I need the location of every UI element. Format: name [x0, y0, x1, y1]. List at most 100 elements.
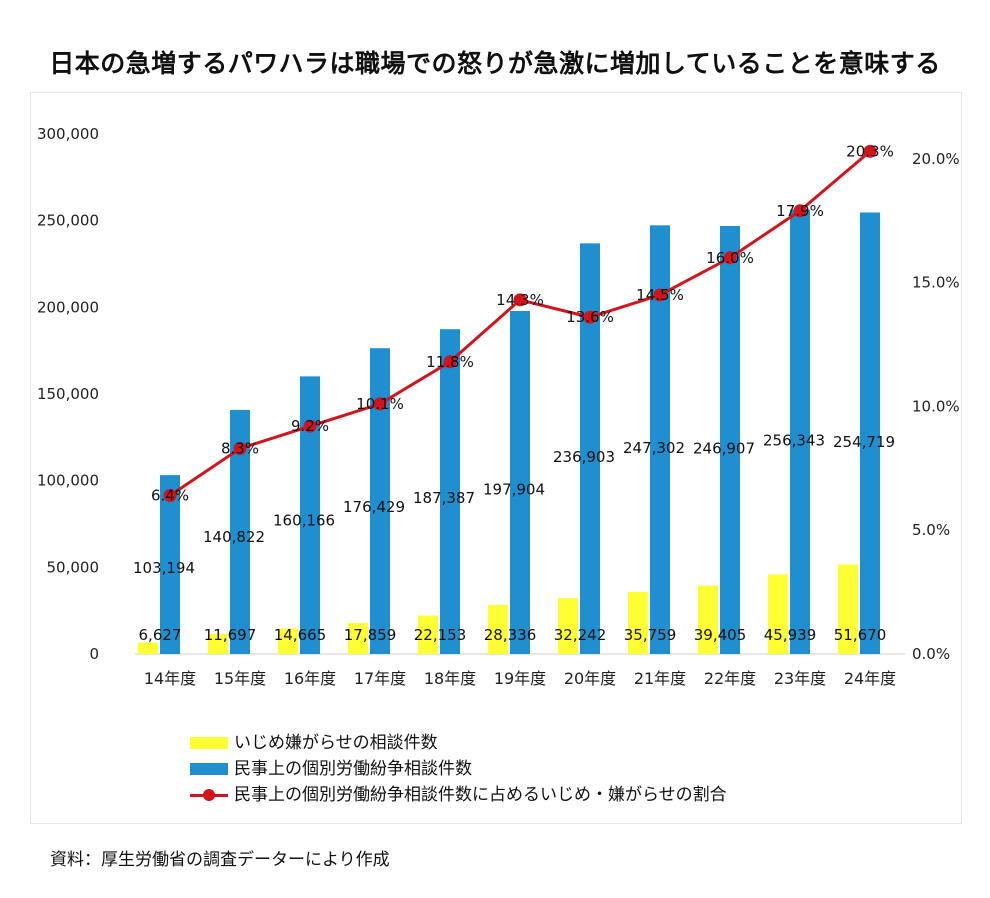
bar-total — [230, 409, 250, 654]
data-label-ratio: 14.3% — [496, 291, 544, 309]
legend-label-bullying: いじめ嫌がらせの相談件数 — [234, 733, 438, 753]
legend-item-ratio: 民事上の個別労働紛争相談件数に占めるいじめ・嫌がらせの割合 — [190, 782, 727, 808]
bar-bullying — [698, 585, 718, 654]
bar-bullying — [558, 598, 578, 654]
ratio-marker — [163, 489, 177, 503]
x-tick-label: 15年度 — [214, 669, 266, 688]
data-label-ratio: 17.9% — [776, 202, 824, 220]
data-label-bullying: 35,759 — [624, 626, 677, 644]
data-label-total: 236,903 — [553, 448, 615, 466]
y-left-tick-label: 200,000 — [37, 298, 99, 316]
x-tick-label: 18年度 — [424, 669, 476, 688]
data-label-ratio: 16.0% — [706, 249, 754, 267]
ratio-marker — [233, 441, 247, 455]
bar-bullying — [418, 615, 438, 654]
legend-line-marker-icon — [190, 789, 228, 801]
y-left-tick-label: 50,000 — [47, 558, 100, 576]
ratio-marker — [653, 288, 667, 302]
x-tick-label: 24年度 — [844, 669, 896, 688]
y-right-tick-label: 0.0% — [912, 645, 950, 663]
data-label-ratio: 13.6% — [566, 308, 614, 326]
y-right-tick-label: 5.0% — [912, 521, 950, 539]
ratio-marker — [443, 355, 457, 369]
ratio-marker — [373, 397, 387, 411]
bar-total — [720, 226, 740, 654]
bar-bullying — [208, 633, 228, 654]
data-label-total: 256,343 — [763, 432, 825, 450]
bar-total — [790, 209, 810, 655]
x-tick-label: 23年度 — [774, 669, 826, 688]
x-tick-label: 21年度 — [634, 669, 686, 688]
bar-total — [580, 243, 600, 654]
legend-swatch-blue — [190, 763, 228, 775]
legend-label-ratio: 民事上の個別労働紛争相談件数に占めるいじめ・嫌がらせの割合 — [234, 785, 727, 805]
data-label-ratio: 14.5% — [636, 286, 684, 304]
data-label-bullying: 17,859 — [344, 626, 397, 644]
x-tick-label: 17年度 — [354, 669, 406, 688]
bar-total — [160, 475, 180, 654]
y-right-tick-label: 15.0% — [912, 274, 960, 292]
page-title: 日本の急増するパワハラは職場での怒りが急激に増加していることを意味する — [49, 49, 941, 78]
bar-total — [510, 310, 530, 654]
data-label-bullying: 32,242 — [554, 626, 607, 644]
data-label-ratio: 9.2% — [291, 417, 329, 435]
source-note: 資料：厚生労働省の調査データーにより作成 — [50, 850, 390, 870]
data-label-total: 197,904 — [483, 480, 545, 498]
data-label-total: 160,166 — [273, 512, 335, 530]
data-label-bullying: 6,627 — [139, 626, 182, 644]
data-label-ratio: 6.4% — [151, 487, 189, 505]
ratio-marker — [863, 144, 877, 158]
legend-item-bullying: いじめ嫌がらせの相談件数 — [190, 730, 727, 756]
y-left-tick-label: 150,000 — [37, 385, 99, 403]
bar-bullying — [838, 564, 858, 654]
ratio-marker — [723, 251, 737, 265]
data-label-bullying: 39,405 — [694, 626, 747, 644]
y-left-tick-label: 100,000 — [37, 472, 99, 490]
bar-bullying — [278, 628, 298, 654]
x-tick-label: 22年度 — [704, 669, 756, 688]
y-right-tick-label: 10.0% — [912, 397, 960, 415]
bar-total — [650, 225, 670, 654]
bar-bullying — [138, 642, 158, 654]
data-label-total: 247,302 — [623, 439, 685, 457]
data-label-bullying: 45,939 — [764, 626, 817, 644]
data-label-ratio: 10.1% — [356, 395, 404, 413]
y-left-tick-label: 300,000 — [37, 125, 99, 143]
ratio-marker — [583, 310, 597, 324]
ratio-marker — [793, 204, 807, 218]
y-left-tick-label: 0 — [89, 645, 99, 663]
data-label-ratio: 11.8% — [426, 353, 474, 371]
x-tick-label: 19年度 — [494, 669, 546, 688]
bar-bullying — [768, 574, 788, 654]
data-label-ratio: 20.3% — [846, 142, 894, 160]
bar-total — [440, 329, 460, 654]
bar-bullying — [628, 592, 648, 654]
legend-label-total: 民事上の個別労働紛争相談件数 — [234, 759, 472, 779]
data-label-bullying: 14,665 — [274, 626, 327, 644]
data-label-total: 176,429 — [343, 498, 405, 516]
data-label-bullying: 22,153 — [414, 626, 467, 644]
bar-bullying — [488, 604, 508, 654]
data-label-total: 140,822 — [203, 528, 265, 546]
x-tick-label: 16年度 — [284, 669, 336, 688]
bar-total — [300, 376, 320, 654]
ratio-marker — [303, 419, 317, 433]
y-left-tick-label: 250,000 — [37, 212, 99, 230]
y-right-tick-label: 20.0% — [912, 150, 960, 168]
ratio-marker — [513, 293, 527, 307]
data-label-total: 187,387 — [413, 489, 475, 507]
x-tick-label: 14年度 — [144, 669, 196, 688]
legend-item-total: 民事上の個別労働紛争相談件数 — [190, 756, 727, 782]
data-label-total: 246,907 — [693, 440, 755, 458]
chart-legend: いじめ嫌がらせの相談件数 民事上の個別労働紛争相談件数 民事上の個別労働紛争相談… — [190, 730, 727, 808]
bar-total — [370, 348, 390, 654]
data-label-bullying: 11,697 — [204, 626, 257, 644]
bar-bullying — [348, 623, 368, 654]
x-tick-label: 20年度 — [564, 669, 616, 688]
data-label-total: 254,719 — [833, 433, 895, 451]
data-label-bullying: 51,670 — [834, 626, 887, 644]
data-label-total: 103,194 — [133, 559, 195, 577]
data-label-bullying: 28,336 — [484, 626, 537, 644]
bar-total — [860, 212, 880, 654]
